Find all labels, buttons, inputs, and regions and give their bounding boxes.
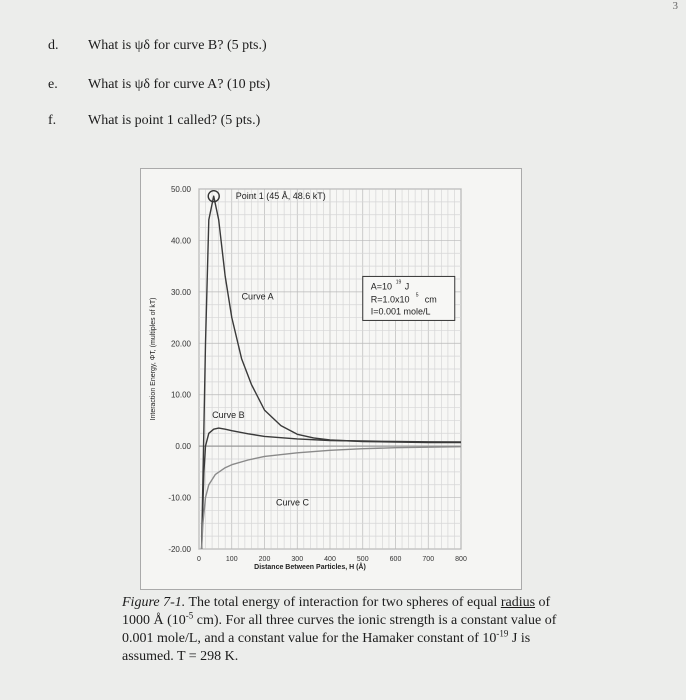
y-tick-label: -10.00 bbox=[168, 494, 191, 503]
parameter-box bbox=[362, 275, 456, 321]
curve-b-line bbox=[200, 427, 461, 549]
caption-text: J is bbox=[511, 631, 531, 646]
param-hamaker: A=10 bbox=[371, 281, 392, 291]
y-tick-label: 30.00 bbox=[171, 288, 192, 297]
x-tick-label: 300 bbox=[291, 556, 303, 563]
figure-caption: Figure 7-1. The total energy of interact… bbox=[122, 594, 662, 666]
point-1-marker bbox=[207, 190, 220, 203]
caption-radius-word: radius bbox=[500, 595, 536, 610]
caption-label: Figure 7-1. bbox=[122, 595, 186, 610]
energy-chart: 50.00 40.00 30.00 20.00 10.00 0.00 -10.00 -20.0… bbox=[150, 185, 467, 571]
y-tick-label: 0.00 bbox=[175, 442, 191, 451]
y-tick-label: -20.00 bbox=[168, 545, 191, 554]
y-axis-label: Interaction Energy, ΦT, (multiples of kT… bbox=[150, 298, 157, 421]
x-tick-label: 500 bbox=[357, 556, 369, 563]
curve-a-label: Curve A bbox=[242, 292, 274, 302]
x-tick-label: 600 bbox=[390, 556, 402, 563]
page-corner-mark: 3 bbox=[672, 0, 679, 12]
x-tick-label: 800 bbox=[455, 556, 467, 563]
param-ionic-strength: I=0.001 mole/L bbox=[371, 306, 431, 316]
param-radius-exponent: 5 bbox=[416, 292, 419, 298]
x-tick-label: 0 bbox=[197, 556, 201, 563]
param-radius-unit: cm bbox=[425, 294, 437, 304]
grid-lines bbox=[198, 188, 462, 550]
curve-c-line bbox=[200, 446, 461, 549]
caption-text: assumed. T = 298 K. bbox=[122, 649, 239, 664]
caption-text: of bbox=[538, 595, 551, 610]
y-tick-label: 10.00 bbox=[171, 391, 192, 400]
param-hamaker-exponent: 19 bbox=[396, 279, 402, 285]
question-letter: d. bbox=[48, 38, 59, 53]
x-tick-label: 100 bbox=[226, 556, 238, 563]
caption-text: 0.001 mole/L, and a constant value for t… bbox=[122, 631, 497, 646]
caption-text: cm). For all three curves the ionic stre… bbox=[196, 613, 557, 628]
x-axis-label: Distance Between Particles, H (Å) bbox=[254, 562, 366, 571]
curve-b-label: Curve B bbox=[212, 410, 245, 420]
chart-frame: 50.00 40.00 30.00 20.00 10.00 0.00 -10.00 -20.0… bbox=[140, 168, 522, 590]
caption-text: 1000 Å (10 bbox=[122, 613, 186, 628]
caption-superscript: -19 bbox=[496, 628, 509, 639]
caption-superscript: -5 bbox=[185, 610, 194, 621]
caption-text: The total energy of interaction for two … bbox=[188, 595, 498, 610]
param-radius: R=1.0x10 bbox=[371, 294, 410, 304]
x-tick-label: 200 bbox=[259, 556, 271, 563]
param-hamaker-unit: J bbox=[405, 281, 410, 291]
question-letter: e. bbox=[48, 77, 58, 92]
x-tick-label: 400 bbox=[324, 556, 336, 563]
question-letter: f. bbox=[48, 113, 57, 128]
question-text: What is point 1 called? (5 pts.) bbox=[88, 113, 261, 128]
x-tick-label: 700 bbox=[422, 556, 434, 563]
point-1-label: Point 1 (45 Å, 48.6 kT) bbox=[236, 191, 326, 201]
question-text: What is ψδ for curve A? (10 pts) bbox=[88, 77, 271, 92]
y-tick-label: 20.00 bbox=[171, 339, 192, 348]
curve-c-label: Curve C bbox=[276, 497, 310, 507]
y-tick-label: 40.00 bbox=[171, 236, 192, 245]
question-text: What is ψδ for curve B? (5 pts.) bbox=[88, 38, 267, 53]
y-tick-label: 50.00 bbox=[171, 185, 192, 194]
